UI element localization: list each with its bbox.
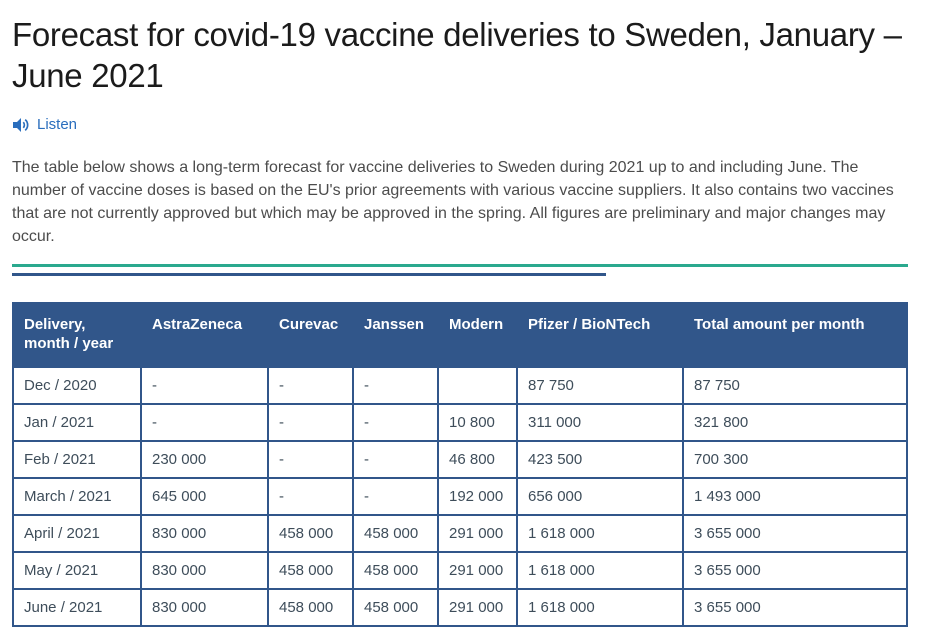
table-cell (437, 365, 518, 405)
table-row: April / 2021 830 000 458 000 458 000 291… (12, 513, 908, 553)
table-row: March / 2021 645 000 - - 192 000 656 000… (12, 476, 908, 516)
table-cell: 458 000 (352, 550, 439, 590)
column-header-total: Total amount per month (682, 301, 908, 368)
table-cell: 1 618 000 (516, 550, 684, 590)
table-cell: 87 750 (516, 365, 684, 405)
table-cell: 10 800 (437, 402, 518, 442)
row-label: Feb / 2021 (12, 439, 142, 479)
table-cell: 311 000 (516, 402, 684, 442)
table-cell: - (267, 439, 354, 479)
speaker-icon (13, 117, 29, 132)
table-cell: 291 000 (437, 550, 518, 590)
teal-divider-line (12, 263, 908, 267)
blue-divider-line (12, 272, 606, 276)
table-cell: - (140, 365, 269, 405)
table-cell: 830 000 (140, 550, 269, 590)
table-cell: 46 800 (437, 439, 518, 479)
intro-paragraph: The table below shows a long-term foreca… (12, 158, 894, 245)
table-cell: - (267, 476, 354, 516)
table-cell: 321 800 (682, 402, 908, 442)
vaccine-forecast-table: Delivery, month / year AstraZeneca Curev… (12, 301, 908, 627)
table-cell: 645 000 (140, 476, 269, 516)
table-cell: 192 000 (437, 476, 518, 516)
column-header-modern: Modern (437, 301, 518, 368)
article-content: Forecast for covid-19 vaccine deliveries… (0, 14, 927, 627)
column-header-curevac: Curevac (267, 301, 354, 368)
column-header-janssen: Janssen (352, 301, 439, 368)
table-cell: 656 000 (516, 476, 684, 516)
table-row: Feb / 2021 230 000 - - 46 800 423 500 70… (12, 439, 908, 479)
table-cell: - (352, 402, 439, 442)
table-cell: 3 655 000 (682, 513, 908, 553)
column-header-astrazeneca: AstraZeneca (140, 301, 269, 368)
table-cell: - (352, 476, 439, 516)
table-cell: 1 618 000 (516, 513, 684, 553)
listen-link[interactable]: Listen (12, 116, 77, 133)
table-cell: 423 500 (516, 439, 684, 479)
table-cell: 1 493 000 (682, 476, 908, 516)
table-cell: - (267, 365, 354, 405)
table-cell: - (352, 439, 439, 479)
column-header-pfizer-biontech: Pfizer / BioNTech (516, 301, 684, 368)
table-cell: 458 000 (352, 513, 439, 553)
table-cell: 3 655 000 (682, 550, 908, 590)
table-header-row: Delivery, month / year AstraZeneca Curev… (12, 301, 908, 368)
row-label: May / 2021 (12, 550, 142, 590)
column-header-delivery: Delivery, month / year (12, 301, 142, 368)
table-cell: - (352, 365, 439, 405)
table-row: Jan / 2021 - - - 10 800 311 000 321 800 (12, 402, 908, 442)
row-label: Jan / 2021 (12, 402, 142, 442)
table-row: Dec / 2020 - - - 87 750 87 750 (12, 365, 908, 405)
listen-label: Listen (37, 116, 78, 133)
table-cell: 230 000 (140, 439, 269, 479)
row-label: Dec / 2020 (12, 365, 142, 405)
table-cell: - (140, 402, 269, 442)
page-title: Forecast for covid-19 vaccine deliveries… (12, 16, 902, 94)
table-cell: 458 000 (267, 550, 354, 590)
table-cell: 700 300 (682, 439, 908, 479)
table-cell: - (267, 402, 354, 442)
table-cell: 458 000 (267, 513, 354, 553)
row-label: March / 2021 (12, 476, 142, 516)
table-cell: 87 750 (682, 365, 908, 405)
table-cell: 291 000 (437, 513, 518, 553)
row-label: April / 2021 (12, 513, 142, 553)
table-cell: 830 000 (140, 513, 269, 553)
table-row: May / 2021 830 000 458 000 458 000 291 0… (12, 550, 908, 590)
